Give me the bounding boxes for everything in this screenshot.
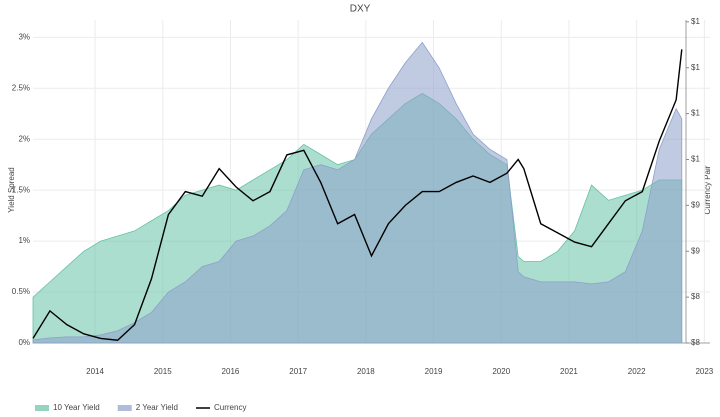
y-tick-label: 0.5%: [12, 287, 30, 296]
legend-label: Currency: [214, 403, 246, 412]
y2-tick-label: $1: [691, 63, 700, 72]
y-tick-label: 2%: [18, 134, 30, 143]
y-tick-label: 1.5%: [12, 185, 30, 194]
y2-tick-label: $1: [691, 17, 700, 26]
x-tick-label: 2021: [560, 367, 578, 376]
y-axis-title: Yield Spread: [7, 167, 16, 213]
y2-tick-label: $8: [691, 292, 700, 301]
x-tick-label: 2020: [492, 367, 510, 376]
area: [32, 41, 683, 344]
y2-tick-label: $1: [691, 109, 700, 118]
y2-tick-label: $1: [691, 155, 700, 164]
x-tick-label: 2022: [628, 367, 646, 376]
y2-tick-label: $9: [691, 246, 700, 255]
x-tick-label: 2015: [154, 367, 172, 376]
x-tick-label: 2014: [86, 367, 104, 376]
x-tick-label: 2016: [222, 367, 240, 376]
y-tick-label: 2.5%: [12, 83, 30, 92]
line: [32, 49, 683, 341]
y-tick-label: 0%: [18, 338, 30, 347]
x-tick-label: 2023: [695, 367, 713, 376]
y-tick-label: 1%: [18, 236, 30, 245]
legend-label: 2 Year Yield: [136, 403, 178, 412]
y-tick-label: 3%: [18, 32, 30, 41]
y2-tick-label: $9: [691, 200, 700, 209]
legend-label: 10 Year Yield: [53, 403, 100, 412]
legend-swatch: [35, 405, 49, 411]
x-tick-label: 2019: [425, 367, 443, 376]
x-tick-label: 2017: [289, 367, 307, 376]
legend-swatch: [117, 405, 132, 411]
chart-title: DXY: [350, 4, 371, 15]
x-tick-label: 2018: [357, 367, 375, 376]
